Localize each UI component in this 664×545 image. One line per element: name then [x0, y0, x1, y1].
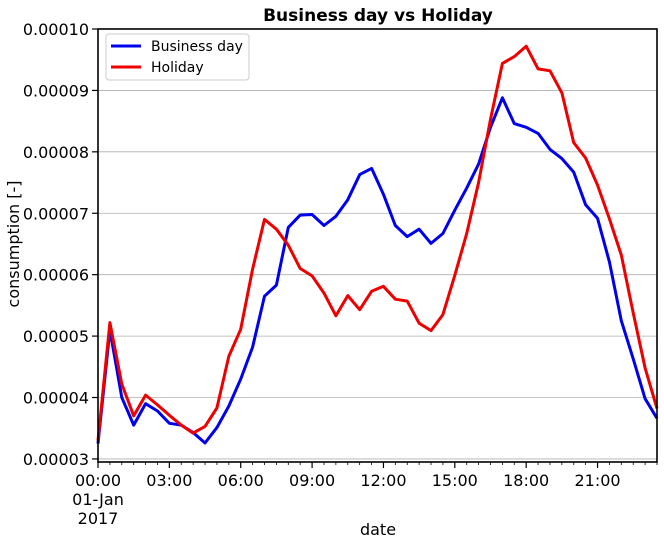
y-tick-label: 0.00009: [23, 81, 89, 100]
series-layer: [96, 44, 659, 445]
x-tick-label: 03:00: [146, 471, 192, 490]
y-axis-ticks: 0.00003 0.00004 0.00005 0.00006 0.00007 0.000…: [23, 20, 98, 469]
y-tick-label: 0.00006: [23, 266, 89, 285]
x-tick-label: 09:00: [289, 471, 335, 490]
legend-box: [105, 33, 250, 81]
y-tick-label: 0.00004: [23, 389, 89, 408]
y-tick-label: 0.00003: [23, 450, 89, 469]
x-tick-label: 21:00: [574, 471, 620, 490]
x-tick-label: 15:00: [432, 471, 478, 490]
x-tick-label: 12:00: [360, 471, 406, 490]
y-tick-label: 0.00007: [23, 204, 89, 223]
x-tick-label: 00:00: [75, 471, 121, 490]
legend: Business day Holiday: [105, 33, 250, 81]
chart-title: Business day vs Holiday: [263, 6, 493, 26]
x-tick-sublabel: 01-Jan: [72, 490, 124, 509]
y-tick-label: 0.00010: [23, 20, 89, 39]
x-tick-label: 06:00: [218, 471, 264, 490]
legend-label-business-day: Business day: [151, 39, 243, 55]
x-tick-label: 18:00: [503, 471, 549, 490]
x-tick-sublabel: 2017: [78, 509, 119, 528]
x-axis-label: date: [360, 520, 396, 539]
series-line-business-day: [96, 96, 659, 445]
plot-frame: [97, 28, 658, 463]
y-tick-label: 0.00008: [23, 143, 89, 162]
y-tick-label: 0.00005: [23, 327, 89, 346]
legend-label-holiday: Holiday: [151, 60, 204, 76]
y-axis-label: consumption [-]: [4, 181, 23, 308]
series-line-holiday: [96, 44, 659, 441]
gridlines: [98, 28, 657, 460]
